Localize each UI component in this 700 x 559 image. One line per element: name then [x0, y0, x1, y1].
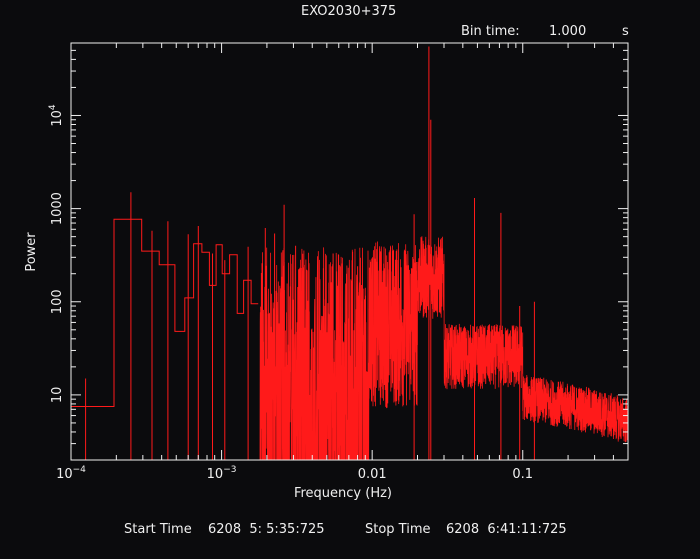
stop-time-value: 6208 6:41:11:725 [446, 522, 567, 537]
bin-time-label: Bin time: [461, 24, 520, 39]
x-tick-label-1: 10−3 [207, 465, 237, 482]
data-layer [71, 46, 628, 460]
axes: 10−4 10−3 0.01 0.1 10 100 1000 104 [48, 42, 629, 482]
y-tick-label-3: 104 [48, 104, 65, 127]
stop-time-label: Stop Time [365, 522, 431, 537]
start-time-label: Start Time [124, 522, 192, 537]
y-axis-label: Power [24, 232, 39, 272]
bin-time-value: 1.000 [549, 24, 587, 39]
plot-frame [70, 42, 629, 461]
start-time-value: 6208 5: 5:35:725 [208, 522, 325, 537]
chart-title: EXO2030+375 [301, 4, 397, 19]
x-tick-label-0: 10−4 [56, 465, 86, 482]
y-tick-label-0: 10 [50, 387, 65, 404]
bin-time-unit: s [622, 24, 629, 39]
x-axis-label: Frequency (Hz) [294, 486, 392, 501]
x-tick-label-3: 0.1 [512, 467, 533, 482]
high-frequency-noise [259, 236, 628, 460]
y-tick-label-2: 1000 [50, 192, 65, 225]
low-frequency-steps [71, 218, 259, 407]
y-tick-label-1: 100 [50, 289, 65, 314]
series-power [71, 46, 628, 460]
x-tick-label-2: 0.01 [358, 467, 387, 482]
